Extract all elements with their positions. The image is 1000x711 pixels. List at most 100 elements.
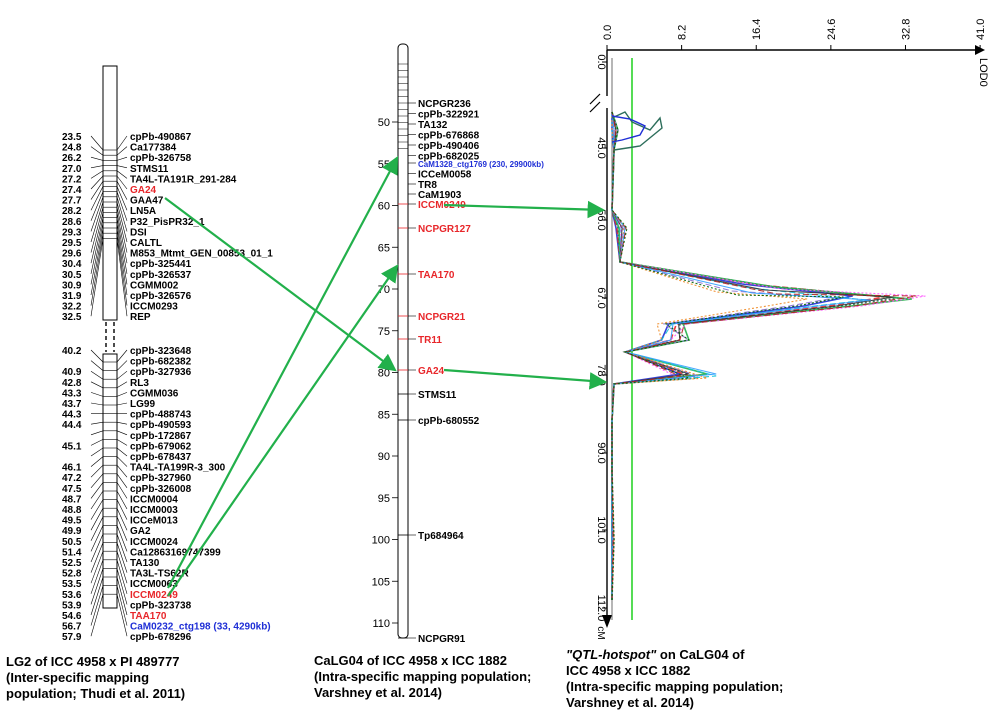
marker-tick-right xyxy=(116,191,128,221)
marker-name: cpPb-679062 xyxy=(130,441,192,452)
marker-tick-left xyxy=(90,186,104,211)
marker-tick-left xyxy=(90,196,104,232)
lod-trace xyxy=(611,111,894,600)
marker-name: cpPb-327936 xyxy=(130,367,192,378)
axis-tick-label: 105 xyxy=(372,576,390,588)
caption-line: Varshney et al. 2014) xyxy=(314,685,442,700)
marker-tick-left xyxy=(90,594,104,637)
qtl-caption: "QTL-hotspot" on CaLG04 of ICC 4958 x IC… xyxy=(566,647,783,711)
axis-tick-label: 50 xyxy=(378,117,390,129)
marker-tick-right xyxy=(116,135,128,151)
marker-position: 29.5 xyxy=(62,238,82,249)
marker-tick-right xyxy=(116,222,128,285)
marker-position: 50.5 xyxy=(62,537,82,548)
marker-position: 44.3 xyxy=(62,410,82,421)
marker-name: CaM1903 xyxy=(418,190,462,201)
marker-name: cpPb-682025 xyxy=(418,152,480,163)
marker-name: GA2 xyxy=(130,526,151,537)
marker-name: STMS11 xyxy=(418,390,457,401)
marker-tick-left xyxy=(90,170,104,179)
marker-tick-left xyxy=(90,238,104,317)
marker-name: cpPb-488743 xyxy=(130,410,192,421)
axis-tick-label: 70 xyxy=(378,284,390,296)
marker-link-arrow xyxy=(443,368,608,390)
marker-tick-right xyxy=(116,207,128,253)
marker-name: ICCM0024 xyxy=(130,537,178,548)
marker-name: RL3 xyxy=(130,378,149,389)
marker-tick-right xyxy=(116,533,128,563)
marker-position: 52.8 xyxy=(62,569,82,580)
marker-tick-left xyxy=(90,456,104,467)
marker-tick-right xyxy=(116,508,128,531)
lod-trace xyxy=(611,111,899,601)
caption-line: (Intra-specific mapping population; xyxy=(314,669,532,684)
cm-axis-label: cM xyxy=(595,626,606,639)
marker-tick-left xyxy=(90,542,104,573)
marker-tick-right xyxy=(116,456,128,467)
marker-tick-left xyxy=(90,551,104,584)
marker-tick-right xyxy=(116,473,128,488)
marker-tick-right xyxy=(116,170,128,179)
marker-tick-right xyxy=(116,576,128,616)
marker-tick-left xyxy=(90,349,104,363)
marker-tick-left xyxy=(90,233,104,306)
marker-position: 54.6 xyxy=(62,611,82,622)
marker-tick-left xyxy=(90,482,104,499)
lod-trace xyxy=(611,111,663,151)
marker-tick-left xyxy=(90,156,104,161)
marker-name: cpPb-326576 xyxy=(130,291,192,302)
marker-tick-right xyxy=(116,447,128,457)
marker-name: TA4L-TA191R_291-284 xyxy=(130,174,237,185)
marker-name: ICCM0063 xyxy=(130,579,178,590)
caption-line: LG2 of ICC 4958 x PI 489777 xyxy=(6,654,180,669)
marker-position: 30.4 xyxy=(62,259,82,270)
marker-tick-left xyxy=(90,568,104,605)
axis-tick-label: 75 xyxy=(378,326,390,338)
marker-name: GA24 xyxy=(418,366,445,377)
chromosome-bar xyxy=(102,65,118,321)
marker-name: NCPGR236 xyxy=(418,99,471,110)
marker-name: GAA47 xyxy=(130,196,164,207)
axis-break xyxy=(589,93,601,105)
marker-name: cpPb-680552 xyxy=(418,416,480,427)
marker-link-arrow xyxy=(164,197,397,372)
marker-position: 30.5 xyxy=(62,270,82,281)
marker-name: cpPb-490867 xyxy=(130,132,192,143)
marker-position: 48.7 xyxy=(62,494,82,505)
marker-position: 28.6 xyxy=(62,217,82,228)
lod-tick-label: 32.8 xyxy=(900,19,912,40)
marker-tick-right xyxy=(116,465,128,478)
cm-axis-arrow xyxy=(602,615,612,628)
marker-correspondence-arrows xyxy=(164,156,608,597)
marker-name: CALTL xyxy=(130,238,162,249)
marker-tick-left xyxy=(90,525,104,552)
marker-position: 43.7 xyxy=(62,399,82,410)
marker-position: 53.9 xyxy=(62,600,82,611)
marker-tick-right xyxy=(116,551,128,584)
marker-tick-right xyxy=(116,181,128,200)
marker-tick-right xyxy=(116,349,128,363)
marker-position: 29.3 xyxy=(62,227,82,238)
marker-tick-left xyxy=(90,421,104,425)
marker-name: ICCM0249 xyxy=(418,200,466,211)
marker-link-arrow xyxy=(443,200,606,219)
marker-tick-left xyxy=(90,360,104,371)
cm-tick-label: 67.0 xyxy=(595,287,607,308)
marker-tick-left xyxy=(90,508,104,531)
marker-link-arrow xyxy=(167,264,399,597)
marker-tick-left xyxy=(90,217,104,274)
marker-tick-left xyxy=(90,181,104,200)
marker-name: Ca177384 xyxy=(130,143,177,154)
chromosome-bar xyxy=(102,353,118,609)
marker-tick-right xyxy=(116,238,128,317)
marker-tick-right xyxy=(116,439,128,446)
marker-name: ICCeM0058 xyxy=(418,170,472,181)
marker-name: ICCeM013 xyxy=(130,516,178,527)
marker-name: TA3L-TS62R xyxy=(130,569,189,580)
marker-tick-left xyxy=(90,430,104,436)
marker-name: cpPb-326008 xyxy=(130,484,192,495)
lod-trace xyxy=(611,111,917,601)
marker-tick-right xyxy=(116,594,128,637)
marker-name: NCPGR91 xyxy=(418,634,466,645)
lod-trace xyxy=(611,115,646,143)
